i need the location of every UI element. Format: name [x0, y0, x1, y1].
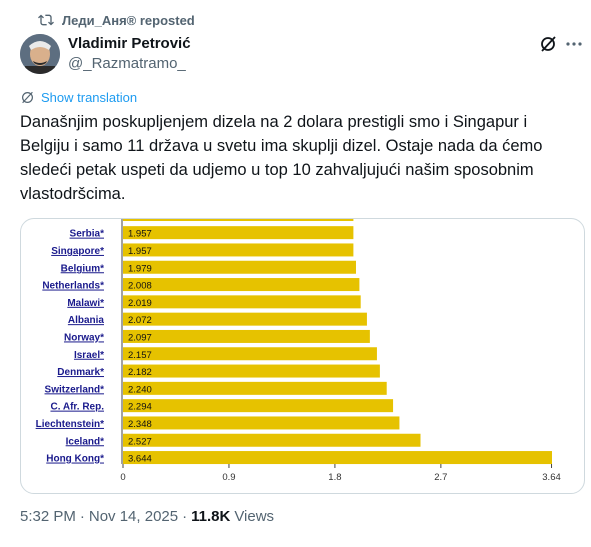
category-label: Serbia*: [70, 229, 105, 240]
tweet-time[interactable]: 5:32 PM: [20, 508, 76, 525]
bar: [123, 364, 380, 378]
grok-icon[interactable]: [538, 34, 558, 54]
x-tick-label: 0: [120, 472, 125, 483]
bar: [123, 243, 354, 257]
tweet-text: Današnjim poskupljenjem dizela na 2 dola…: [20, 113, 543, 203]
show-translation-link[interactable]: Show translation: [20, 90, 137, 105]
bar: [123, 399, 394, 413]
category-label: Malawi*: [67, 298, 104, 309]
meta-separator: ·: [182, 508, 188, 525]
x-tick-label: 0.9: [222, 472, 235, 483]
x-tick-label: 2.7: [434, 472, 447, 483]
category-label: Israel*: [74, 350, 104, 361]
bar-value-label: 2.072: [128, 315, 152, 326]
bar-value-label: 2.240: [128, 384, 152, 395]
x-tick-label: 1.8: [328, 472, 341, 483]
meta-separator: ·: [79, 508, 85, 525]
more-icon[interactable]: [564, 34, 584, 54]
bar-value-label: 2.182: [128, 367, 152, 378]
category-label: Albania: [68, 315, 105, 326]
views-count: 11.8K: [191, 508, 231, 525]
category-label: Singapore*: [51, 246, 104, 257]
tweet-date[interactable]: Nov 14, 2025: [88, 508, 179, 525]
bar-value-label: 2.157: [128, 350, 152, 361]
bar: [123, 260, 356, 274]
bar-cutoff-top: [123, 219, 354, 221]
bar: [123, 226, 354, 240]
author-block[interactable]: Vladimir Petrović @_Razmatramo_: [68, 34, 191, 74]
bar-chart: 1.957 Serbia* 1.957 Singapore* 1.979 Belgium*…: [36, 219, 561, 483]
bar: [123, 433, 421, 447]
bar: [123, 347, 377, 361]
bar-value-label: 3.644: [128, 454, 152, 465]
category-label: Iceland*: [66, 436, 104, 447]
repost-icon: [38, 12, 54, 28]
category-label: C. Afr. Rep.: [50, 402, 104, 413]
bar-value-label: 2.097: [128, 332, 152, 343]
bar: [123, 312, 367, 326]
chart-image[interactable]: 1.957 Serbia* 1.957 Singapore* 1.979 Belgium*…: [20, 218, 585, 494]
bar-value-label: 1.979: [128, 263, 152, 274]
bar: [123, 451, 552, 465]
bar-value-label: 2.294: [128, 402, 152, 413]
bar-value-label: 2.008: [128, 281, 152, 292]
tweet-meta: 5:32 PM · Nov 14, 2025 · 11.8K Views: [20, 508, 274, 525]
show-translation-label[interactable]: Show translation: [41, 90, 138, 105]
author-name[interactable]: Vladimir Petrović: [68, 35, 191, 52]
translate-icon: [20, 90, 35, 105]
bar: [123, 381, 387, 395]
avatar[interactable]: [20, 34, 60, 74]
bar: [123, 295, 361, 309]
repost-text: Леди_Аня® reposted: [62, 12, 195, 28]
bar-value-label: 2.527: [128, 436, 152, 447]
category-label: Norway*: [64, 332, 104, 343]
category-label: Belgium*: [61, 263, 104, 274]
x-tick-label: 3.64: [542, 472, 561, 483]
views-label: Views: [234, 508, 275, 525]
repost-header[interactable]: Леди_Аня® reposted: [38, 11, 195, 29]
category-label: Hong Kong*: [46, 454, 104, 465]
bar-value-label: 2.348: [128, 419, 152, 430]
author-handle[interactable]: @_Razmatramo_: [68, 55, 186, 72]
category-label: Denmark*: [57, 367, 104, 378]
bar: [123, 278, 360, 292]
bar: [123, 416, 400, 430]
category-label: Netherlands*: [42, 281, 104, 292]
bar: [123, 329, 370, 343]
category-label: Switzerland*: [45, 384, 105, 395]
bar-value-label: 2.019: [128, 298, 152, 309]
category-label: Liechtenstein*: [36, 419, 104, 430]
bar-value-label: 1.957: [128, 229, 152, 240]
bar-value-label: 1.957: [128, 246, 152, 257]
